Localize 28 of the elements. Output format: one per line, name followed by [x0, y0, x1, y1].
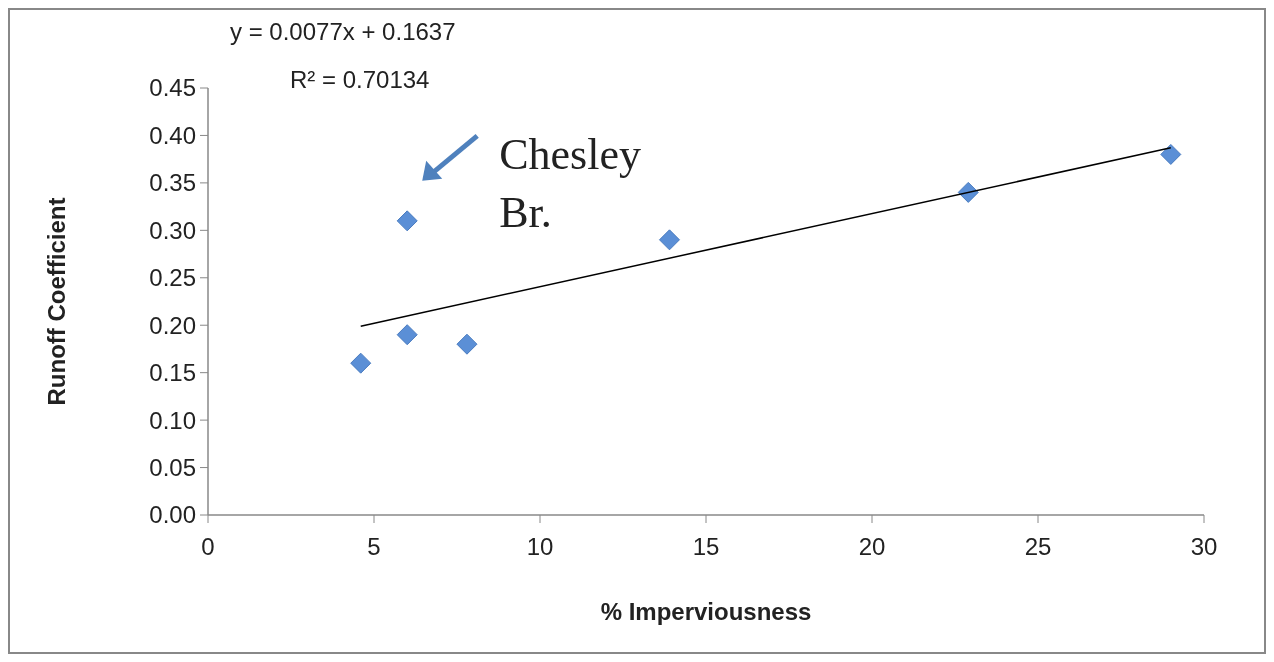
- y-tick-label: 0.30: [149, 216, 196, 244]
- annotation: R² = 0.70134: [290, 66, 430, 93]
- x-axis-title: % Imperviousness: [600, 598, 812, 625]
- x-tick-label: 20: [858, 533, 886, 560]
- x-tick-label: 25: [1024, 533, 1052, 560]
- x-tick-label: 10: [526, 533, 554, 560]
- y-tick-label: 0.45: [149, 74, 196, 102]
- y-tick-label: 0.10: [149, 406, 196, 434]
- point: [350, 352, 372, 374]
- y-tick-label: 0.40: [149, 121, 196, 149]
- x-tick-label: 30: [1190, 533, 1218, 560]
- y-tick-label: 0.05: [149, 453, 196, 481]
- point: [396, 210, 418, 232]
- y-tick-label: 0.15: [149, 359, 196, 387]
- point: [1160, 143, 1182, 165]
- text: y = 0.0077x + 0.1637: [230, 18, 456, 45]
- x-tick-label: 5: [367, 533, 381, 560]
- y-tick-label: 0.00: [149, 501, 196, 529]
- annotation: Chesley Br.: [499, 129, 641, 237]
- y-tick-label: 0.20: [149, 311, 196, 339]
- x-tick-label: 0: [201, 533, 215, 560]
- y-tick-label: 0.35: [149, 169, 196, 197]
- point: [456, 333, 478, 355]
- x-tick-label: 15: [692, 533, 720, 560]
- y-tick-label: 0.25: [149, 264, 196, 292]
- y-axis-title: Runoff Coefficient: [43, 197, 70, 406]
- point: [396, 324, 418, 346]
- point: [658, 229, 680, 251]
